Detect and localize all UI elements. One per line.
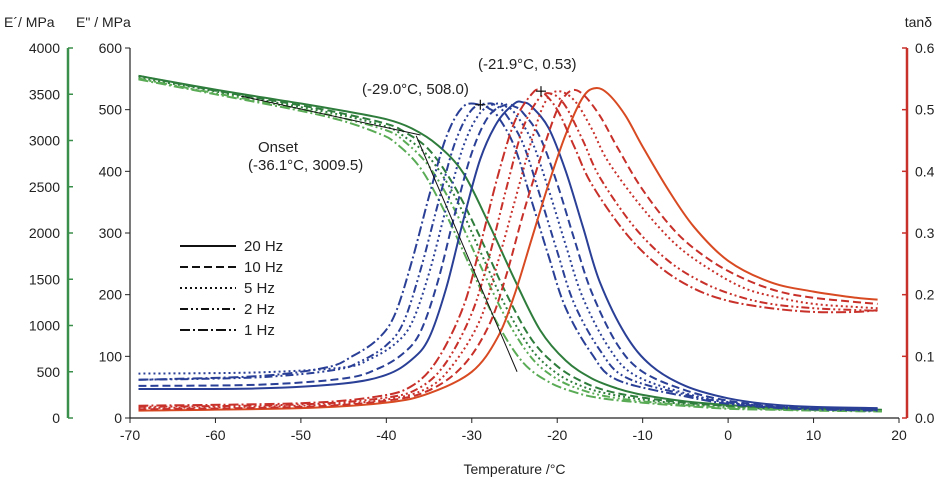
e-prime-tick-label: 0: [52, 410, 60, 426]
e-double-prime-tick-label: 500: [99, 102, 123, 118]
x-tick-label: -50: [291, 427, 311, 443]
e-prime-series-1hz: [138, 78, 882, 413]
tan-delta-peak-label: (-21.9°C, 0.53): [478, 56, 577, 73]
e-double-prime-tick-label: 200: [99, 287, 123, 303]
legend: 20 Hz 10 Hz 5 Hz 2 Hz 1 Hz: [180, 238, 283, 339]
onset-tangent-line: [415, 135, 518, 372]
tan-delta-tick-label: 0.0: [915, 410, 935, 426]
legend-label: 20 Hz: [244, 238, 283, 255]
e-double-prime-tick-label: 600: [99, 40, 123, 56]
e-prime-tick-label: 2500: [29, 179, 60, 195]
e-double-prime-series-1hz: [138, 102, 878, 412]
legend-label: 10 Hz: [244, 259, 283, 276]
tan-delta-tick-label: 0.4: [915, 163, 935, 179]
x-tick-label: -20: [547, 427, 567, 443]
x-tick-label: 10: [806, 427, 822, 443]
x-axis-title: Temperature /°C: [463, 461, 565, 477]
axes-layer: -70 -60 -50 -40 -30 -20 -10 0 10 20 Temperature /°…: [4, 14, 935, 477]
e-double-prime-peak-label: (-29.0°C, 508.0): [362, 81, 469, 98]
e-prime-axis-title: E´/ MPa: [4, 14, 55, 30]
legend-label: 1 Hz: [244, 322, 275, 339]
tan-delta-tick-label: 0.6: [915, 40, 935, 56]
tan-delta-tick-label: 0.5: [915, 102, 935, 118]
x-tick-label: -10: [633, 427, 653, 443]
tan-delta-axis-title: tanδ: [905, 14, 932, 30]
legend-label: 2 Hz: [244, 301, 275, 318]
e-double-prime-tick-label: 100: [99, 348, 123, 364]
x-tick-label: -30: [462, 427, 482, 443]
annotation-layer: Onset(-36.1°C, 3009.5) (-29.0°C, 508.0) (-…: [240, 56, 577, 372]
e-prime-tick-label: 4000: [29, 40, 60, 56]
e-prime-series-10hz: [138, 74, 882, 412]
e-prime-tick-label: 3500: [29, 86, 60, 102]
x-tick-label: 0: [724, 427, 732, 443]
tan-delta-series-10hz: [138, 88, 878, 411]
e-double-prime-series-2hz: [138, 102, 878, 411]
e-prime-tick-label: 500: [37, 364, 61, 380]
tan-delta-tick-label: 0.3: [915, 225, 935, 241]
e-double-prime-tick-label: 0: [114, 410, 122, 426]
tan-delta-series-2hz: [138, 92, 878, 408]
onset-tangent-line: [240, 95, 421, 136]
e-prime-tick-label: 2000: [29, 225, 60, 241]
onset-value-label: (-36.1°C, 3009.5): [248, 157, 363, 174]
e-prime-tick-label: 1500: [29, 271, 60, 287]
x-tick-label: -60: [205, 427, 225, 443]
legend-label: 5 Hz: [244, 280, 275, 297]
x-tick-label: 20: [891, 427, 907, 443]
e-prime-series-2hz: [138, 77, 882, 413]
e-prime-tick-label: 3000: [29, 133, 60, 149]
x-tick-label: -40: [376, 427, 396, 443]
e-double-prime-series-10hz: [138, 103, 878, 410]
e-double-prime-axis-title: E" / MPa: [76, 14, 131, 30]
e-double-prime-tick-label: 300: [99, 225, 123, 241]
e-double-prime-series-5hz: [138, 102, 878, 411]
tan-delta-tick-label: 0.2: [915, 287, 935, 303]
e-double-prime-tick-label: 400: [99, 163, 123, 179]
e-prime-tick-label: 1000: [29, 318, 60, 334]
tan-delta-tick-label: 0.1: [915, 348, 935, 364]
x-tick-label: -70: [120, 427, 140, 443]
onset-label: Onset: [258, 139, 299, 156]
